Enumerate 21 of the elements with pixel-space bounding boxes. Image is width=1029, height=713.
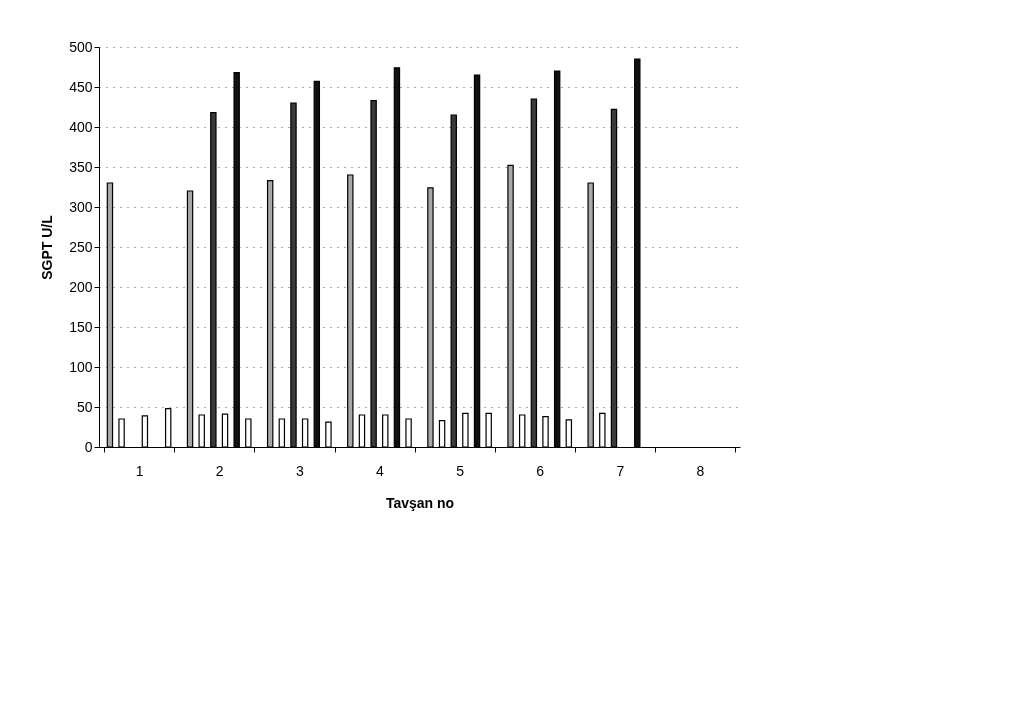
x-tick-label: 3	[295, 462, 304, 479]
x-tick-label: 4	[376, 462, 385, 479]
y-tick-label: 100	[69, 358, 93, 375]
y-tick-label: 150	[69, 318, 93, 335]
x-tick-label: 7	[616, 462, 625, 479]
x-tick-label: 6	[536, 462, 545, 479]
y-tick-label: 500	[69, 38, 93, 55]
y-tick-label: 250	[69, 238, 93, 255]
x-tick-label: 2	[215, 462, 224, 479]
y-tick-label: 0	[84, 438, 93, 455]
y-tick-label: 350	[69, 158, 93, 175]
y-tick-label: 450	[69, 78, 93, 95]
x-tick-label: 1	[135, 462, 144, 479]
y-tick-label: 50	[76, 398, 93, 415]
x-tick-label: 8	[696, 462, 705, 479]
y-axis-title: SGPT U/L	[39, 214, 56, 280]
y-tick-label: 300	[69, 198, 93, 215]
y-tick-label: 200	[69, 278, 93, 295]
x-tick-label: 5	[456, 462, 465, 479]
x-axis-title: Tavşan no	[385, 494, 455, 511]
y-tick-label: 400	[69, 118, 93, 135]
